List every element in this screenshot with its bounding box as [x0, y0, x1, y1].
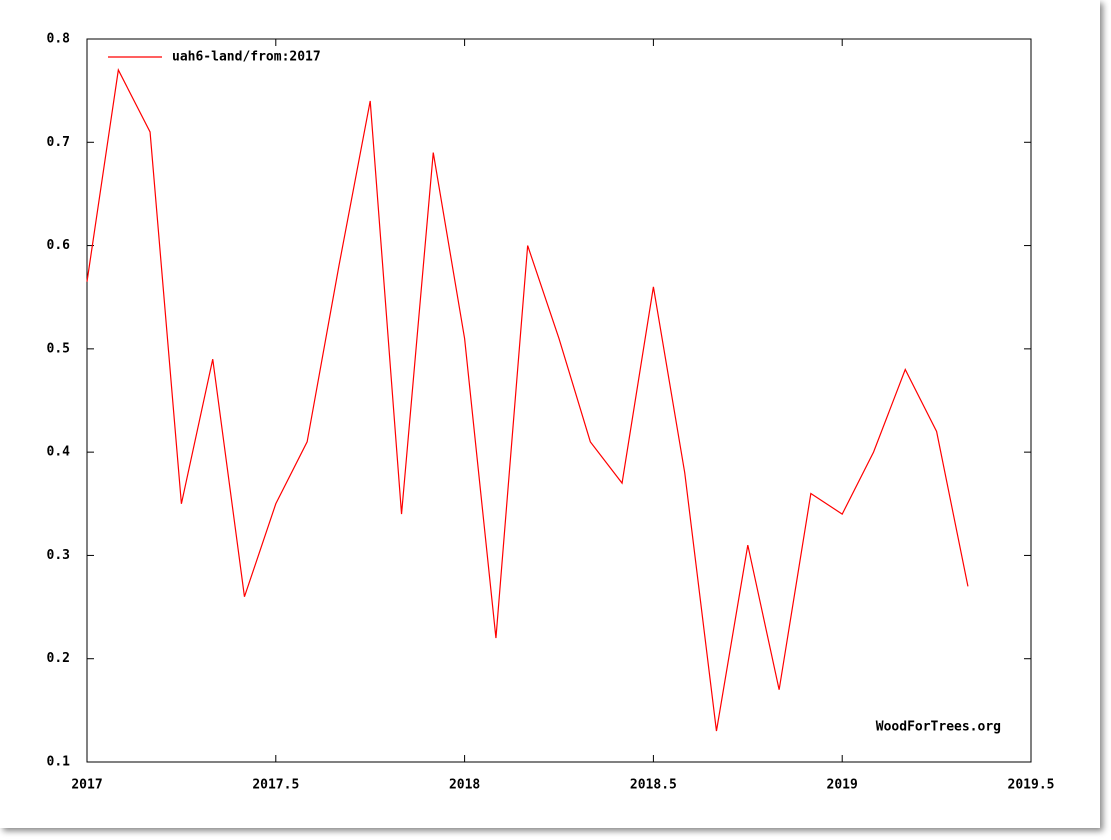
y-tick-label: 0.4: [47, 445, 71, 460]
legend-label: uah6-land/from:2017: [172, 50, 321, 65]
y-tick-label: 0.6: [47, 238, 71, 253]
x-tick-label: 2018: [449, 778, 480, 793]
y-tick-label: 0.8: [47, 32, 71, 47]
y-tick-label: 0.3: [47, 548, 70, 563]
frame: [0, 0, 1100, 828]
watermark: WoodForTrees.org: [876, 720, 1001, 735]
x-tick-label: 2019: [827, 778, 858, 793]
x-tick-label: 2019.5: [1008, 778, 1055, 793]
x-tick-label: 2017.5: [252, 778, 299, 793]
plot-border: [86, 38, 1032, 763]
x-tick-label: 2017: [71, 778, 102, 793]
y-tick-label: 0.7: [47, 135, 70, 150]
x-tick-label: 2018.5: [630, 778, 677, 793]
y-tick-label: 0.5: [47, 341, 70, 356]
y-tick-label: 0.1: [47, 755, 71, 770]
data-line: [86, 68, 969, 732]
y-tick-label: 0.2: [47, 651, 70, 666]
